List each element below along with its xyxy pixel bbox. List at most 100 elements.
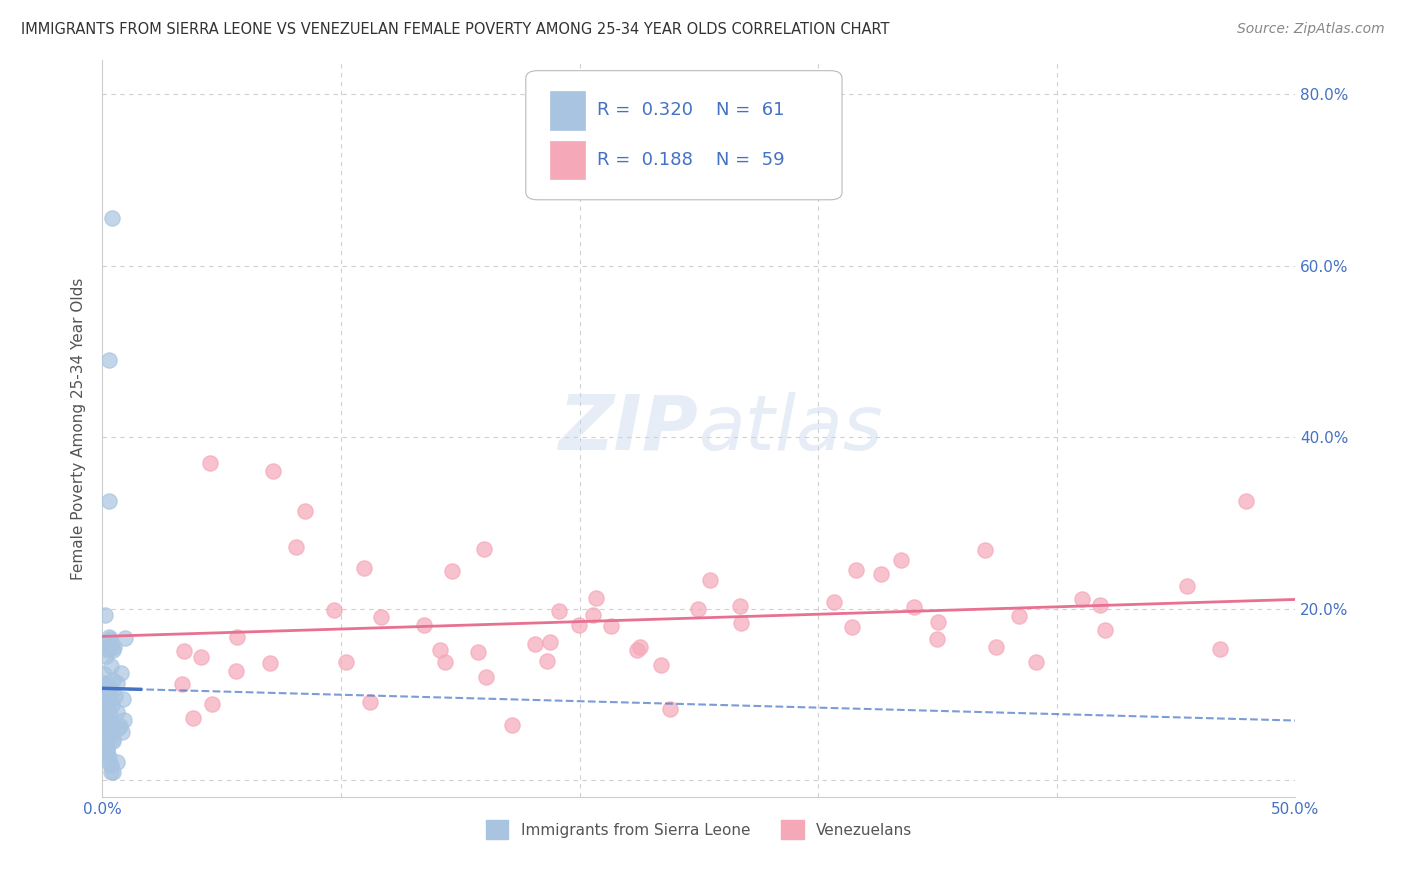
Point [97, 688, 120, 702]
Point [434, 656, 457, 670]
Point [101, 643, 124, 657]
Point [97, 697, 120, 711]
Point [94, 717, 117, 731]
Point [353, 561, 375, 575]
Point [107, 722, 129, 736]
Point [96, 744, 118, 758]
Text: atlas: atlas [699, 392, 883, 466]
Point [844, 563, 866, 577]
Point [730, 615, 752, 630]
Point [93, 743, 115, 757]
Point [626, 643, 648, 657]
Point [93, 683, 115, 698]
Y-axis label: Female Poverty Among 25-34 Year Olds: Female Poverty Among 25-34 Year Olds [72, 277, 86, 580]
Point [97, 630, 120, 644]
Point [226, 631, 249, 645]
Point [96, 704, 118, 718]
Point [98, 632, 121, 646]
Point [112, 691, 135, 706]
Text: Source: ZipAtlas.com: Source: ZipAtlas.com [1237, 22, 1385, 37]
Point [1025, 656, 1047, 670]
Point [567, 618, 589, 632]
FancyBboxPatch shape [550, 91, 585, 129]
Point [1008, 609, 1031, 624]
Point [110, 666, 132, 681]
Point [96, 640, 118, 655]
Point [100, 764, 122, 779]
Point [467, 645, 489, 659]
Point [688, 601, 710, 615]
Point [98, 681, 121, 695]
Point [284, 540, 307, 554]
Point [1209, 641, 1232, 656]
Point [262, 464, 284, 478]
Point [524, 637, 547, 651]
Point [100, 724, 122, 739]
Legend: Immigrants from Sierra Leone, Venezuelans: Immigrants from Sierra Leone, Venezuelan… [479, 814, 918, 845]
Point [359, 695, 381, 709]
Point [94, 716, 117, 731]
Point [170, 677, 193, 691]
Point [658, 702, 681, 716]
Point [225, 664, 247, 678]
Point [890, 552, 912, 566]
Point [294, 504, 316, 518]
Point [869, 567, 891, 582]
Point [96, 740, 118, 755]
Point [322, 603, 344, 617]
Point [98, 749, 121, 764]
Point [190, 649, 212, 664]
Point [93, 607, 115, 622]
Point [98, 352, 121, 367]
Point [927, 615, 949, 629]
Point [413, 618, 436, 632]
Point [628, 640, 651, 654]
Point [441, 564, 464, 578]
Point [94, 723, 117, 737]
Point [103, 673, 125, 687]
Point [903, 599, 925, 614]
Point [100, 757, 122, 772]
Point [181, 711, 204, 725]
Point [97, 643, 120, 657]
Point [841, 620, 863, 634]
Point [536, 654, 558, 668]
Point [103, 640, 125, 655]
Point [103, 733, 125, 747]
Point [1090, 599, 1112, 613]
Point [101, 732, 124, 747]
Text: ZIP: ZIP [560, 392, 699, 466]
Point [1070, 591, 1092, 606]
Text: IMMIGRANTS FROM SIERRA LEONE VS VENEZUELAN FEMALE POVERTY AMONG 25-34 YEAR OLDS : IMMIGRANTS FROM SIERRA LEONE VS VENEZUEL… [21, 22, 890, 37]
Text: R =  0.320    N =  61: R = 0.320 N = 61 [598, 101, 785, 119]
FancyBboxPatch shape [526, 70, 842, 200]
Point [100, 659, 122, 673]
Point [94, 717, 117, 731]
Point [259, 656, 281, 670]
Point [98, 756, 121, 770]
Point [538, 635, 561, 649]
Point [96, 681, 118, 695]
Point [548, 604, 571, 618]
Point [97, 714, 120, 728]
Point [111, 725, 134, 739]
Point [96, 707, 118, 722]
Point [201, 697, 224, 711]
Point [114, 631, 136, 645]
Point [98, 713, 121, 727]
Point [93, 667, 115, 681]
Point [600, 619, 623, 633]
Point [98, 730, 121, 744]
Text: R =  0.188    N =  59: R = 0.188 N = 59 [598, 151, 785, 169]
Point [581, 608, 603, 623]
Point [98, 707, 121, 722]
Point [501, 718, 523, 732]
Point [650, 657, 672, 672]
Point [108, 719, 131, 733]
Point [112, 713, 135, 727]
FancyBboxPatch shape [550, 141, 585, 179]
Point [101, 698, 124, 712]
Point [104, 689, 127, 703]
Point [98, 494, 121, 508]
Point [986, 640, 1008, 655]
